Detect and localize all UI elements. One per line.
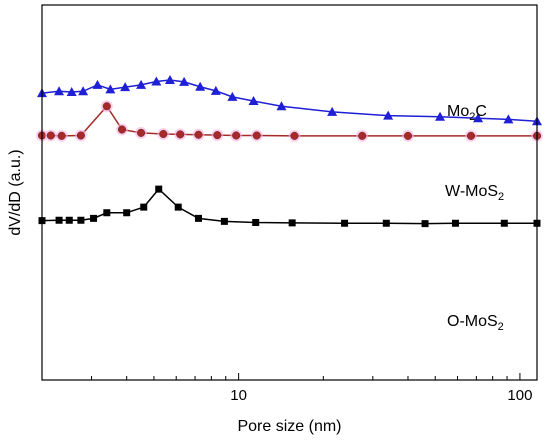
data-point-circle <box>102 102 111 111</box>
data-point-triangle <box>248 96 259 105</box>
x-axis: 10 100 <box>41 373 532 404</box>
data-point-triangle <box>435 111 446 121</box>
axes-frame <box>41 4 538 381</box>
data-point-square <box>382 219 390 227</box>
data-point-triangle <box>327 106 338 116</box>
series-w-mos2 <box>36 100 543 142</box>
data-point-circle <box>252 131 261 140</box>
data-point-circle <box>466 131 476 140</box>
data-point-circle <box>213 131 222 140</box>
data-point-square <box>194 214 202 222</box>
data-point-triangle <box>54 86 65 96</box>
x-tick-label: 10 <box>230 387 247 404</box>
data-point-triangle <box>105 84 116 94</box>
data-point-triangle <box>164 75 175 84</box>
data-point-circle <box>358 131 367 140</box>
data-point-triangle <box>92 79 103 89</box>
data-point-circle <box>76 131 85 140</box>
data-point-triangle <box>383 110 394 120</box>
data-point-square <box>140 203 148 211</box>
data-point-triangle <box>195 81 206 91</box>
data-point-triangle <box>78 86 89 96</box>
data-point-circle <box>403 131 413 140</box>
data-point-triangle <box>179 76 190 86</box>
data-point-triangle <box>210 85 221 95</box>
series-label-w-mos2: W-MoS2 <box>445 183 504 203</box>
series-line <box>41 79 538 122</box>
data-point-square <box>252 219 260 226</box>
data-point-triangle <box>120 82 131 92</box>
data-point-circle <box>137 128 146 137</box>
x-tick-label: 100 <box>507 387 532 404</box>
data-point-circle <box>194 130 203 139</box>
series-o-mos2 <box>38 185 541 228</box>
data-point-square <box>77 216 85 224</box>
plot-area <box>36 75 543 228</box>
data-point-circle <box>176 130 185 139</box>
data-point-circle <box>232 131 241 140</box>
series-label-mo2c: Mo2C <box>447 103 487 123</box>
data-point-circle <box>290 131 299 140</box>
data-point-square <box>90 214 98 222</box>
series-label-o-mos2: O-MoS2 <box>447 313 504 333</box>
data-point-square <box>55 216 63 224</box>
data-point-triangle <box>503 114 514 124</box>
data-point-circle <box>117 125 127 134</box>
data-point-triangle <box>151 76 162 86</box>
x-axis-title: Pore size (nm) <box>237 418 341 435</box>
data-point-triangle <box>276 101 287 111</box>
data-point-circle <box>46 131 55 140</box>
data-point-triangle <box>136 79 147 89</box>
data-point-triangle <box>227 91 238 101</box>
data-point-triangle <box>66 87 77 96</box>
data-point-circle <box>57 131 66 140</box>
data-point-square <box>341 219 349 227</box>
data-point-square <box>288 219 296 227</box>
y-axis-title: dV/dD (a.u.) <box>7 149 24 235</box>
data-point-square <box>155 185 163 193</box>
data-point-square <box>174 203 182 211</box>
data-point-circle <box>159 129 168 139</box>
data-point-square <box>500 219 508 227</box>
data-point-square <box>65 216 73 224</box>
data-point-square <box>451 219 459 227</box>
data-point-square <box>421 220 429 228</box>
data-point-triangle <box>473 113 484 123</box>
data-point-square <box>220 217 228 225</box>
data-point-square <box>123 209 131 217</box>
data-point-square <box>103 209 111 217</box>
series-mo2c <box>37 75 542 126</box>
series-labels: Mo2C W-MoS2 O-MoS2 <box>445 103 504 333</box>
